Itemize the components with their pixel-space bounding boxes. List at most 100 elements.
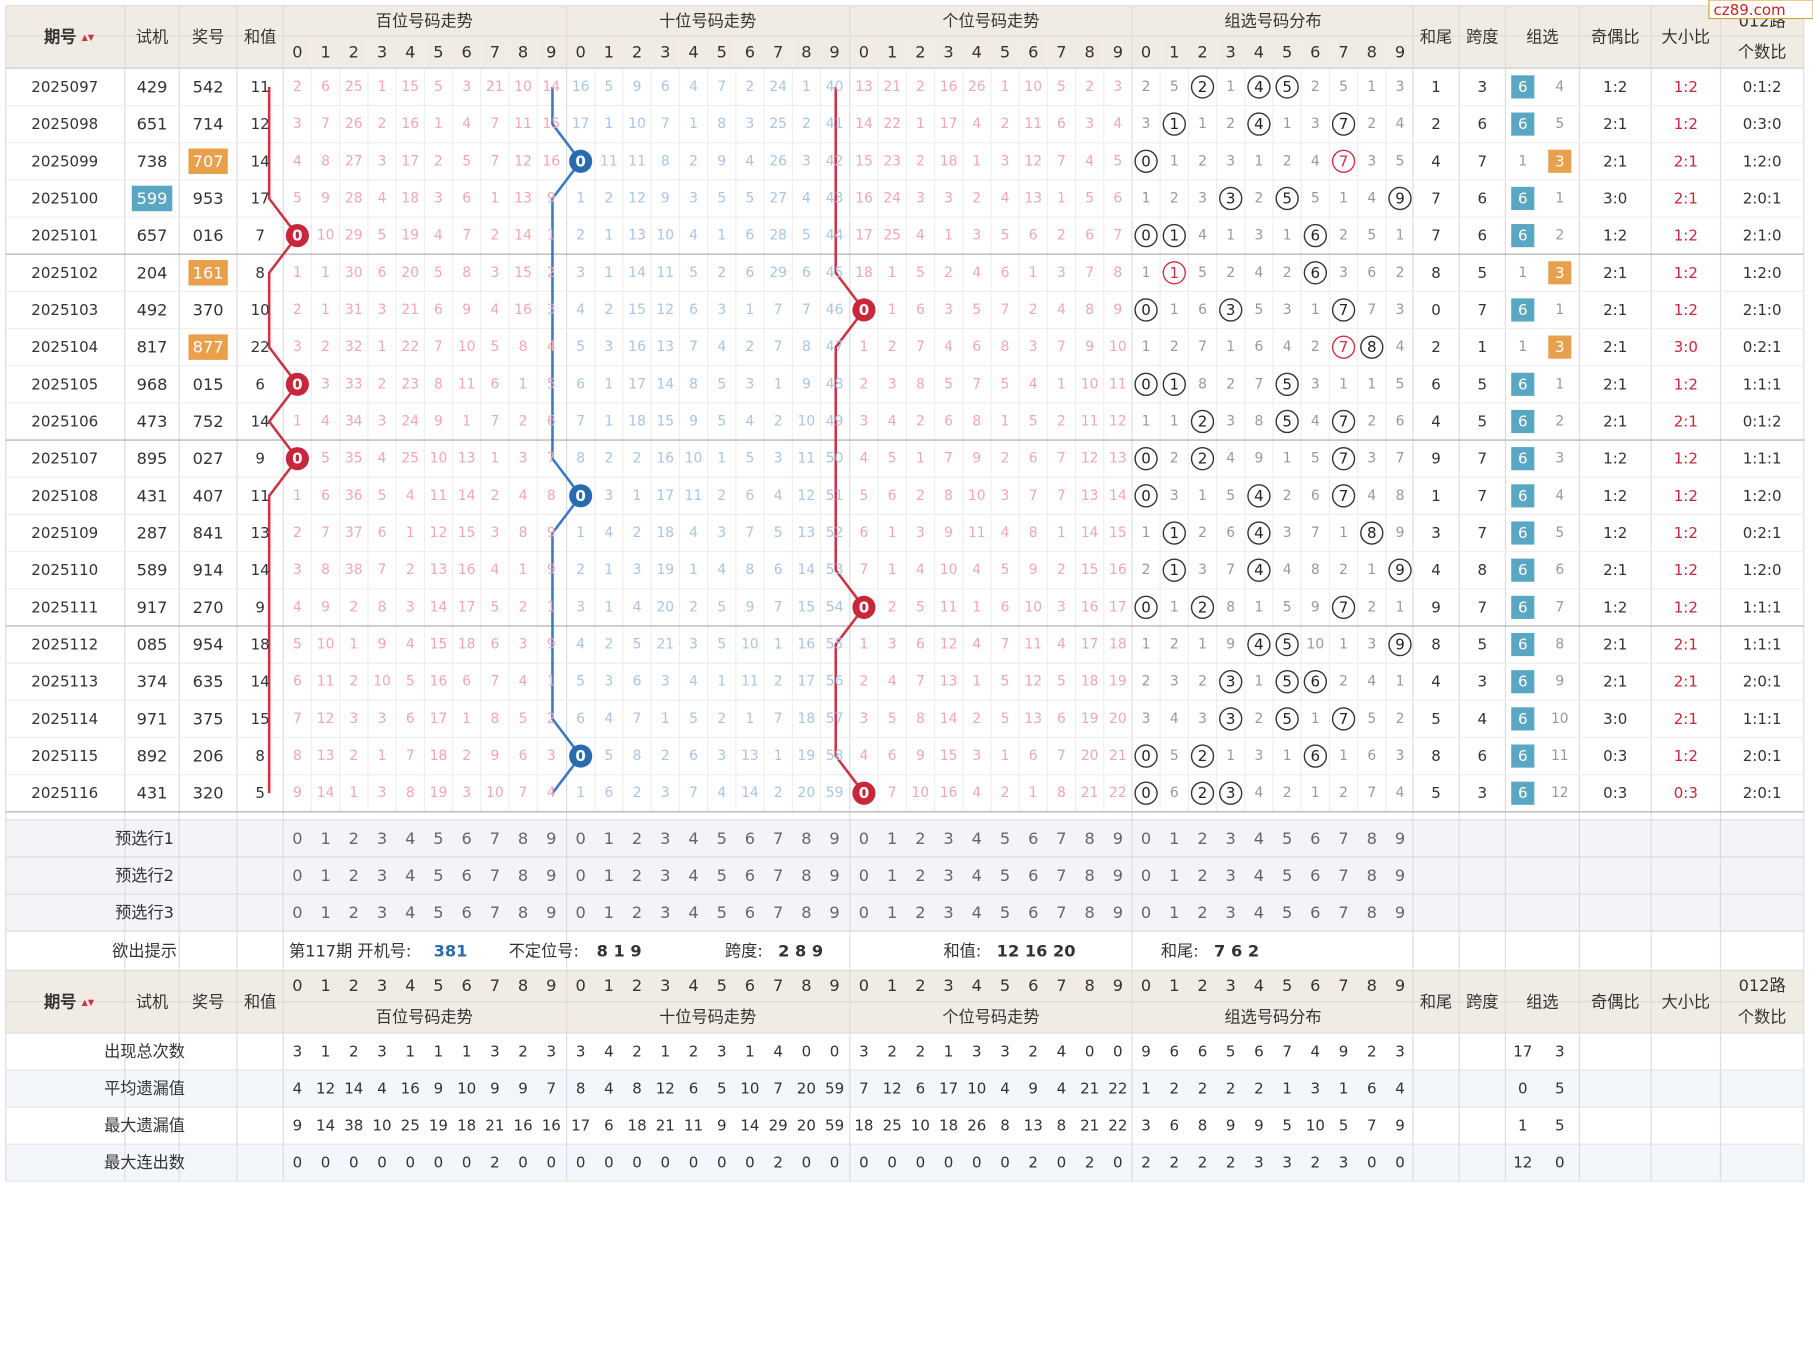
miss-count: 1: [576, 190, 585, 206]
miss-count: 3: [434, 190, 443, 206]
span-cell: 7: [1478, 301, 1488, 319]
miss-count: 7: [774, 711, 783, 727]
big-small-cell: 2:1: [1674, 710, 1698, 728]
preselect-digit: 4: [1254, 866, 1264, 885]
miss-count: 9: [321, 599, 330, 615]
miss-count: 5: [406, 674, 415, 690]
odd-even-cell: 2:1: [1603, 636, 1627, 654]
group6-value: 6: [1518, 412, 1528, 430]
group-miss-count: 5: [1255, 302, 1264, 318]
miss-count: 8: [689, 376, 698, 392]
miss-count: 1: [490, 451, 499, 467]
road012-cell: 1:1:1: [1743, 710, 1782, 728]
group-ball: [1162, 223, 1186, 248]
miss-count: 13: [430, 562, 448, 578]
miss-count: 13: [317, 748, 335, 764]
miss-count: 8: [972, 413, 981, 429]
miss-count: 48: [826, 376, 844, 392]
footer-header-digit: 2: [632, 976, 642, 995]
stats-value: 3: [972, 1043, 982, 1061]
stats-group6: 12: [1513, 1154, 1532, 1172]
group-miss-count: 1: [1396, 228, 1405, 244]
miss-count: 8: [1085, 302, 1094, 318]
miss-count: 15: [1081, 562, 1099, 578]
miss-count: 4: [519, 674, 528, 690]
big-small-cell: 2:1: [1674, 152, 1698, 170]
odd-even-cell: 2:1: [1603, 673, 1627, 691]
miss-count: 6: [860, 525, 869, 541]
group-miss-count: 1: [1198, 637, 1207, 653]
group-ball-digit: 9: [1395, 189, 1405, 207]
miss-count: 10: [1024, 79, 1042, 95]
miss-count: 26: [769, 153, 787, 169]
group6-badge: [1511, 595, 1535, 619]
sum-tail-cell: 4: [1431, 412, 1441, 430]
group-miss-count: 1: [1142, 265, 1151, 281]
issue-cell: 2025097: [31, 78, 98, 96]
preselect-digit: 3: [660, 903, 670, 922]
prize-cell: 542: [193, 77, 224, 96]
group-miss-count: 2: [1339, 228, 1348, 244]
road012-cell: 1:2:0: [1743, 561, 1782, 579]
stats-value: 5: [1339, 1117, 1349, 1135]
group3-miss: 10: [1551, 711, 1569, 727]
group-ball-digit: 1: [1170, 227, 1180, 245]
group-miss-count: 2: [1283, 488, 1292, 504]
preselect-digit: 9: [1395, 866, 1405, 885]
group-ball: [1331, 112, 1356, 136]
footer-header-digit: 0: [1141, 976, 1151, 995]
preselect-digit: 7: [773, 866, 783, 885]
miss-count: 12: [430, 525, 448, 541]
miss-count: 4: [972, 265, 981, 281]
stats-value: 9: [1395, 1117, 1405, 1135]
preselect-digit: 2: [349, 903, 359, 922]
stats-value: 3: [576, 1043, 586, 1061]
group-miss-count: 1: [1367, 79, 1376, 95]
miss-count: 7: [321, 525, 330, 541]
group-miss-count: 8: [1198, 376, 1207, 392]
stats-value: 8: [1000, 1117, 1010, 1135]
stats-value: 7: [547, 1080, 557, 1098]
group6-badge: [1511, 670, 1535, 694]
miss-count: 7: [944, 451, 953, 467]
miss-count: 3: [293, 562, 302, 578]
group-ball: [1275, 75, 1299, 99]
big-small-cell: 1:2: [1674, 487, 1698, 505]
group-miss-count: 2: [1283, 153, 1292, 169]
sum-tail-cell: 1: [1431, 487, 1441, 505]
miss-count: 6: [434, 302, 443, 318]
group-ball: [1247, 112, 1271, 136]
stats-value: 0: [604, 1154, 614, 1172]
preselect-digit: 8: [1367, 829, 1377, 848]
group-miss-count: 4: [1311, 413, 1320, 429]
miss-count: 2: [490, 488, 499, 504]
stats-value: 2: [518, 1043, 528, 1061]
miss-count: 14: [514, 228, 532, 244]
miss-count: 19: [1109, 674, 1127, 690]
miss-count: 5: [860, 488, 869, 504]
watermark-text: cz89.com: [1714, 1, 1786, 19]
miss-count: 7: [490, 116, 499, 132]
group-ball-digit: 6: [1311, 673, 1321, 691]
miss-count: 4: [576, 637, 585, 653]
group3-badge: [1548, 335, 1572, 359]
miss-count: 12: [940, 637, 958, 653]
stats-value: 0: [916, 1154, 926, 1172]
preselect-digit: 4: [688, 829, 698, 848]
group-miss-count: 2: [1283, 265, 1292, 281]
preselect-digit: 9: [546, 866, 556, 885]
stats-value: 0: [349, 1154, 359, 1172]
stats-value: 0: [1085, 1043, 1095, 1061]
group-ball-digit: 6: [1311, 264, 1321, 282]
group-miss-count: 2: [1226, 376, 1235, 392]
miss-count: 6: [547, 413, 556, 429]
group-ball: [1331, 446, 1356, 471]
stats-value: 0: [518, 1154, 528, 1172]
stats-row-bg: [5, 1070, 1804, 1108]
miss-count: 23: [883, 153, 901, 169]
preselect-digit: 9: [829, 829, 839, 848]
group-miss-count: 5: [1339, 79, 1348, 95]
miss-count: 1: [604, 376, 613, 392]
miss-count: 3: [972, 748, 981, 764]
group-miss-count: 1: [1283, 748, 1292, 764]
